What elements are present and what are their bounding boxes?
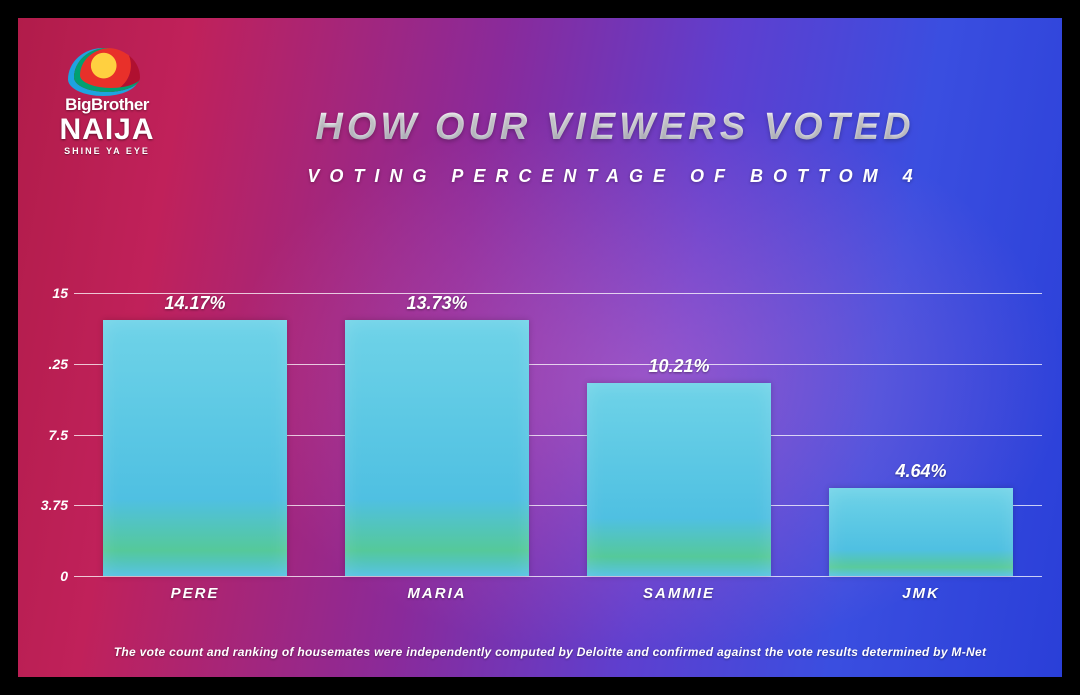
show-logo: BigBrother NAIJA SHINE YA EYE (42, 48, 172, 156)
disclaimer-text: The vote count and ranking of housemates… (78, 645, 1022, 659)
gridline (74, 576, 1042, 577)
bar-value-label: 10.21% (648, 356, 709, 377)
bar-item: 13.73% MARIA (345, 293, 529, 576)
y-tick-label: 7.5 (28, 427, 68, 443)
bar-item: 10.21% SAMMIE (587, 293, 771, 576)
bar-rect (587, 383, 771, 576)
bar-rect (829, 488, 1013, 576)
eye-icon (74, 48, 140, 92)
bar-rect (345, 320, 529, 576)
y-tick-label: 15 (28, 285, 68, 301)
bar-category-label: MARIA (407, 585, 466, 602)
bar-value-label: 14.17% (164, 293, 225, 314)
bar-value-label: 13.73% (406, 293, 467, 314)
screen-frame: BigBrother NAIJA SHINE YA EYE HOW OUR VI… (0, 0, 1080, 695)
logo-line2: NAIJA (42, 115, 172, 145)
page-subtitle: VOTING PERCENTAGE OF BOTTOM 4 (198, 166, 1032, 187)
bars-container: 14.17% PERE 13.73% MARIA 10.21% SAMMIE 4… (74, 293, 1042, 576)
bar-rect (103, 320, 287, 576)
y-tick-label: 3.75 (28, 497, 68, 513)
page-title: HOW OUR VIEWERS VOTED (198, 106, 1032, 149)
bar-category-label: JMK (902, 585, 940, 602)
bar-item: 14.17% PERE (103, 293, 287, 576)
logo-tagline: SHINE YA EYE (42, 147, 172, 156)
plot-area: 14.17% PERE 13.73% MARIA 10.21% SAMMIE 4… (74, 293, 1042, 576)
vote-chart: 15 .25 7.5 3.75 0 14.17% PERE 13.73% MAR… (28, 293, 1042, 602)
bar-value-label: 4.64% (895, 461, 946, 482)
bar-category-label: SAMMIE (643, 585, 715, 602)
y-tick-label: .25 (28, 356, 68, 372)
logo-line1: BigBrother (42, 96, 172, 113)
bar-category-label: PERE (171, 585, 220, 602)
bar-item: 4.64% JMK (829, 293, 1013, 576)
y-tick-label: 0 (28, 568, 68, 584)
